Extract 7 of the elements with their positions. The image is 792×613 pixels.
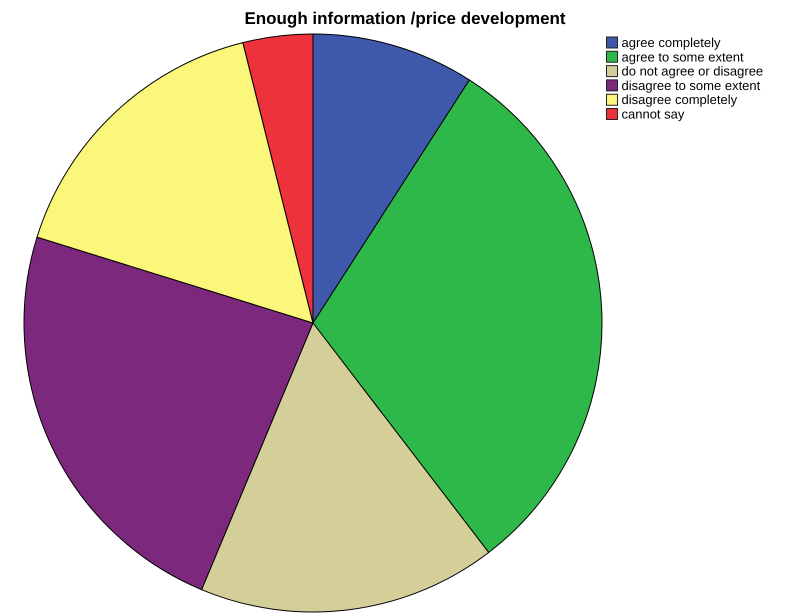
legend-label: do not agree or disagree	[622, 64, 764, 79]
legend-label: disagree completely	[622, 92, 738, 108]
legend-label: agree to some extent	[622, 49, 744, 64]
legend-label: agree completely	[622, 35, 721, 50]
legend-label: cannot say	[622, 106, 685, 122]
chart-title: Enough information /price development	[244, 9, 566, 28]
legend-label: disagree to some extent	[622, 78, 761, 93]
